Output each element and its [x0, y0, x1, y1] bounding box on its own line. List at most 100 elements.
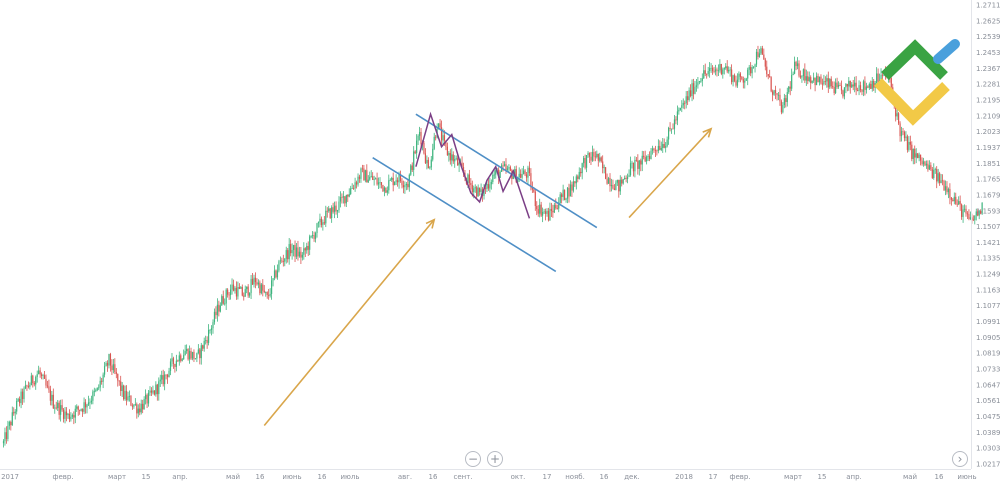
zoom-out-button[interactable]: −	[465, 451, 481, 467]
candle	[19, 396, 21, 407]
candle	[263, 285, 265, 294]
candle	[499, 170, 501, 178]
candle	[474, 184, 476, 193]
candle	[704, 63, 706, 77]
candle	[785, 95, 787, 108]
candle	[609, 173, 611, 192]
candle	[199, 347, 201, 365]
y-tick-label: 1.18510	[976, 160, 1000, 168]
candle	[867, 85, 869, 89]
y-tick-label: 1.09910	[976, 318, 1000, 326]
candle	[38, 365, 40, 375]
candle	[290, 239, 292, 257]
x-tick-label: 17	[543, 473, 552, 481]
candle	[480, 183, 482, 196]
candle	[556, 204, 558, 210]
candle	[820, 74, 822, 85]
candle	[629, 156, 632, 177]
candle	[615, 180, 617, 191]
candle	[175, 354, 177, 372]
candle	[559, 191, 561, 204]
y-tick-label: 1.23670	[976, 65, 1000, 73]
candle	[115, 367, 117, 379]
candle	[347, 194, 349, 202]
candle	[168, 367, 170, 378]
candle	[379, 177, 381, 189]
candle	[186, 344, 188, 354]
candle	[648, 151, 651, 162]
candle	[965, 205, 967, 217]
candle	[676, 105, 678, 126]
candle	[194, 358, 197, 360]
candle	[859, 81, 862, 93]
candle	[146, 393, 148, 409]
zoom-in-button[interactable]: +	[487, 451, 503, 467]
candle	[905, 131, 907, 142]
candle	[427, 157, 429, 169]
candle	[90, 395, 92, 405]
candle	[950, 196, 952, 206]
scroll-right-button[interactable]: ›	[952, 451, 968, 467]
candle	[169, 358, 172, 376]
candle	[804, 63, 806, 84]
candle	[748, 64, 750, 76]
candle	[670, 128, 673, 134]
candle	[452, 151, 454, 164]
candle	[898, 112, 900, 126]
candle	[71, 413, 73, 420]
candle	[959, 195, 961, 211]
candle	[80, 408, 82, 412]
candle	[446, 142, 448, 156]
candle	[174, 363, 176, 373]
candle	[149, 386, 151, 396]
candle	[284, 257, 286, 267]
y-tick-label: 1.05610	[976, 397, 1000, 405]
candle	[254, 272, 257, 289]
candle	[235, 281, 238, 300]
candle	[659, 140, 661, 151]
candle	[520, 169, 522, 179]
candle	[789, 81, 791, 96]
candle	[241, 284, 243, 297]
candle	[865, 82, 867, 94]
candle	[836, 77, 838, 89]
candle	[540, 201, 542, 217]
candle	[807, 71, 809, 85]
candle	[21, 388, 24, 405]
candle	[656, 149, 658, 156]
candle	[218, 300, 220, 317]
candle	[292, 244, 295, 257]
candle	[856, 87, 859, 92]
candle	[937, 168, 939, 184]
candle	[770, 76, 772, 93]
candle	[229, 284, 232, 300]
candle	[839, 82, 841, 87]
x-tick-label: 16	[256, 473, 265, 481]
candle	[159, 374, 161, 387]
candle	[810, 75, 812, 90]
x-axis-ticks: 2017 февр. март 15 апр. май 16 июнь 16 июль авг. 16…	[1, 473, 976, 481]
candle	[282, 254, 284, 267]
candle	[361, 164, 364, 173]
candle	[817, 73, 819, 83]
candle	[492, 170, 494, 185]
candle	[231, 278, 233, 295]
candle	[877, 68, 879, 83]
candle	[818, 76, 821, 86]
candle	[332, 202, 334, 214]
candle	[106, 360, 109, 372]
candle	[203, 337, 205, 352]
candle	[917, 153, 919, 159]
candle	[802, 68, 804, 81]
candle	[536, 201, 538, 216]
candle	[435, 134, 437, 141]
candle	[121, 382, 123, 398]
candle	[391, 176, 393, 182]
candle	[93, 387, 95, 397]
candle	[493, 169, 495, 179]
candle	[79, 409, 81, 415]
candle	[744, 77, 746, 89]
candle	[270, 275, 273, 300]
candle	[745, 77, 747, 81]
candle	[366, 164, 368, 183]
